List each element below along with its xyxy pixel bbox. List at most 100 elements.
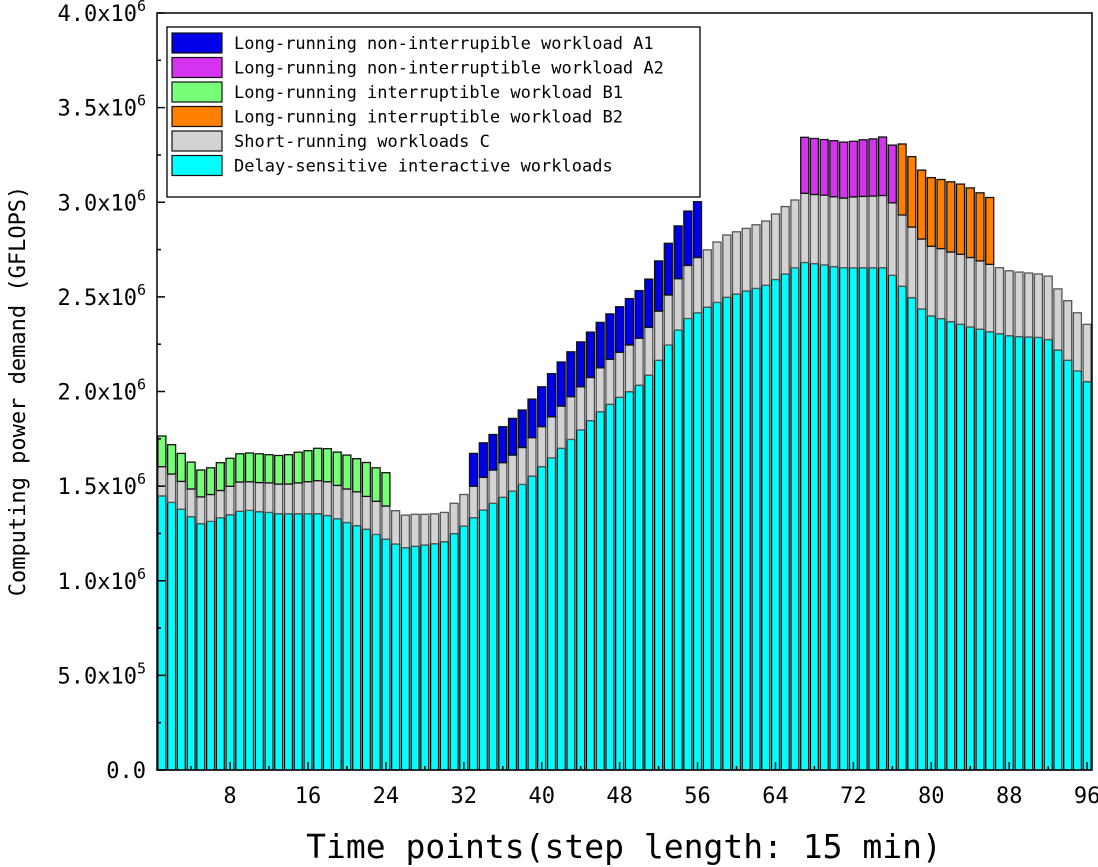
bar-C-31 [449,502,459,535]
bar-C-85 [975,260,985,330]
bar-B2-83 [955,183,966,255]
bar-D-35 [488,502,498,771]
bar-A1-42 [556,361,566,407]
bar-D-55 [683,317,693,771]
bar-B2-85 [975,192,985,262]
bar-D-52 [653,359,664,771]
bar-C-27 [410,513,420,547]
bar-A2-70 [829,140,839,198]
bar-D-7 [215,517,225,771]
y-tick-label: 5.0x105 [57,659,146,689]
bar-D-74 [868,267,878,771]
x-tick-label: 56 [684,784,711,809]
bar-A1-35 [488,433,498,471]
bar-C-50 [634,337,644,386]
bar-C-54 [673,278,683,331]
bar-A2-73 [858,139,868,198]
bar-C-75 [877,194,888,269]
bar-B1-20 [342,454,352,490]
bar-C-12 [264,482,274,514]
bar-C-39 [527,437,537,477]
bar-C-82 [946,251,956,323]
bar-D-59 [722,296,732,771]
bar-A1-53 [663,242,673,296]
bar-C-42 [556,405,566,449]
bar-C-84 [965,256,975,328]
bar-A2-71 [838,141,849,199]
legend-swatch-A1 [171,32,223,54]
bar-D-82 [946,321,956,771]
y-axis-title: Computing power demand (GFLOPS) [6,186,31,597]
bar-C-76 [887,202,897,276]
bar-A2-67 [800,136,810,194]
bar-B1-1 [157,435,167,468]
bar-C-43 [566,395,576,441]
bar-C-77 [897,214,907,287]
legend-swatch-C [171,130,223,152]
bar-C-1 [157,465,167,497]
bar-C-80 [926,245,936,317]
bar-D-28 [420,544,430,771]
bar-D-48 [614,396,625,771]
bar-B1-17 [313,447,323,482]
x-tick-label: 80 [918,784,945,809]
bar-C-60 [731,231,742,295]
bar-C-86 [985,263,995,333]
bar-D-49 [624,391,635,771]
bar-A2-75 [877,136,888,197]
x-tick-label: 72 [840,784,867,809]
bar-D-67 [800,261,810,771]
bar-C-19 [332,484,342,520]
bar-C-61 [741,227,751,292]
bar-D-39 [527,475,537,771]
bar-D-36 [498,496,508,771]
bar-B1-22 [361,461,372,498]
bar-C-51 [644,326,654,376]
x-tick-label: 8 [223,784,236,809]
bar-C-62 [751,224,761,290]
bar-D-21 [352,525,362,771]
bar-A1-36 [498,426,508,464]
bar-D-53 [663,344,673,771]
bar-C-47 [605,358,615,405]
bar-C-59 [722,234,732,298]
bar-C-88 [1004,270,1014,337]
bar-C-93 [1053,288,1063,351]
legend-swatch-B1 [171,81,223,103]
bar-D-65 [780,273,790,771]
bar-D-62 [751,287,761,771]
bar-D-47 [605,403,615,771]
bar-D-37 [507,490,518,771]
bar-A1-55 [683,210,693,267]
bar-C-40 [537,426,547,468]
x-tick-label: 64 [762,784,789,809]
bar-C-71 [838,197,849,269]
bar-C-34 [478,476,488,511]
x-tick-label: 24 [373,784,400,809]
bar-C-73 [858,195,868,269]
bar-D-17 [313,513,323,771]
bar-C-10 [244,481,255,512]
legend-label-A2: Long-running non-interruptible workload … [234,59,664,79]
bar-C-32 [459,493,469,527]
y-tick-label: 3.0x106 [57,186,146,216]
bar-C-29 [429,513,440,545]
bar-C-20 [342,488,352,524]
bar-D-25 [390,543,401,771]
bar-B1-15 [293,451,303,484]
bar-B1-24 [381,472,391,507]
bar-D-13 [274,513,284,771]
bar-A1-38 [517,409,527,449]
bar-B1-19 [332,451,342,487]
y-tick-label: 2.5x106 [57,281,146,311]
bar-C-4 [186,488,196,518]
bar-B1-14 [283,454,294,485]
bar-A1-37 [507,417,518,456]
bar-B1-7 [215,462,225,492]
bar-D-33 [468,517,479,771]
bar-D-23 [371,533,381,771]
y-tick-label: 3.5x106 [57,92,146,122]
bar-C-23 [371,500,381,536]
bar-D-19 [332,518,342,771]
bar-C-11 [254,481,264,513]
